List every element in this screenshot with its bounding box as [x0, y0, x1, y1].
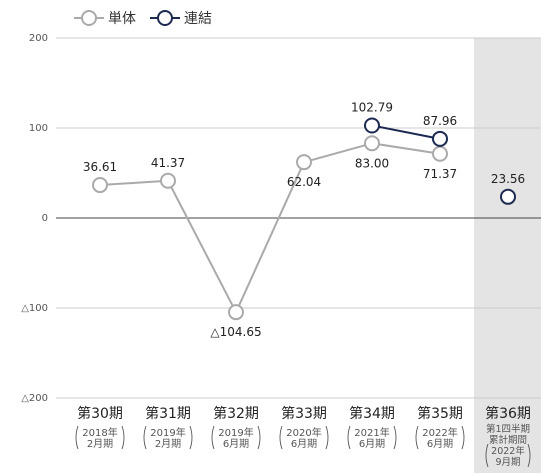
tanntai-data-label: 71.37 — [423, 167, 457, 181]
x-category-sublabel: 2022年 — [422, 426, 457, 439]
legend-item-renketsu: 連結 — [150, 8, 212, 28]
x-category-label: 第31期 — [145, 405, 191, 422]
highlight-band — [474, 38, 541, 473]
renketsu-point — [364, 117, 380, 134]
x-category-label: 第33期 — [281, 405, 327, 422]
x-category-label: 第34期 — [349, 405, 395, 422]
x-category-bracket-left — [143, 425, 147, 450]
tanntai-data-label: 62.04 — [287, 175, 321, 189]
x-category-sublabel: 6月期 — [223, 438, 249, 450]
tanntai-line-segment — [235, 161, 305, 313]
tanntai-data-label: 41.37 — [151, 156, 185, 170]
x-category-bracket-left — [279, 425, 283, 450]
renketsu-point — [432, 130, 448, 147]
tanntai-line-segment — [303, 142, 373, 164]
x-category-sublabel: 6月期 — [359, 438, 385, 450]
renketsu-point — [500, 188, 516, 205]
x-category-bracket-left — [415, 425, 419, 450]
x-category-label: 第32期 — [213, 405, 259, 422]
tanntai-data-label: 83.00 — [355, 156, 389, 170]
x-category-bracket-left — [485, 443, 489, 468]
tanntai-point — [432, 145, 448, 162]
x-category-sublabel: 2019年 — [150, 426, 185, 439]
tanntai-point — [296, 154, 312, 171]
x-category-bracket-left — [75, 425, 79, 450]
legend-item-tanntai: 単体 — [74, 8, 136, 28]
x-category-sublabel: 9月期 — [495, 457, 520, 468]
x-category-bracket-right — [527, 443, 531, 468]
x-category-bracket-right — [121, 425, 125, 450]
y-tick-label: 0 — [42, 213, 48, 224]
renketsu-data-label: 23.56 — [491, 172, 525, 186]
x-category-sublabel: 第1四半期 — [486, 423, 530, 435]
x-category-bracket-right — [257, 425, 261, 450]
legend-tanntai-swatch — [74, 10, 104, 26]
y-tick-label: 200 — [29, 33, 48, 44]
x-category-sublabel: 2021年 — [354, 426, 389, 439]
renketsu-data-label: 102.79 — [351, 100, 393, 114]
x-category-bracket-right — [461, 425, 465, 450]
tanntai-line-segment — [167, 180, 237, 313]
tanntai-point — [228, 304, 244, 321]
x-category-sublabel: 累計期間 — [489, 434, 527, 446]
x-category-label: 第30期 — [77, 405, 123, 422]
x-category-bracket-right — [325, 425, 329, 450]
y-tick-label: △100 — [21, 303, 48, 314]
legend-tanntai-label: 単体 — [108, 11, 136, 27]
x-category-sublabel: 2019年 — [218, 426, 253, 439]
x-category-bracket-left — [347, 425, 351, 450]
y-tick-label: △200 — [21, 393, 48, 404]
x-category-sublabel: 2018年 — [82, 426, 117, 439]
x-category-bracket-right — [189, 425, 193, 450]
renketsu-line-segment — [371, 124, 441, 140]
chart-legend: 単体 連結 — [74, 6, 226, 30]
tanntai-point — [160, 172, 176, 189]
tanntai-line-segment — [371, 142, 441, 155]
x-category-sublabel: 6月期 — [427, 438, 453, 450]
x-category-sublabel: 2月期 — [87, 438, 113, 450]
y-tick-label: 100 — [29, 123, 48, 134]
tanntai-point — [364, 135, 380, 152]
tanntai-data-label: 36.61 — [83, 160, 117, 174]
legend-renketsu-label: 連結 — [184, 11, 212, 27]
x-category-sublabel: 6月期 — [291, 438, 317, 450]
x-category-label: 第36期 — [485, 405, 531, 422]
tanntai-data-label: △104.65 — [210, 325, 261, 339]
x-category-sublabel: 2月期 — [155, 438, 181, 450]
x-category-sublabel: 2022年 — [491, 445, 525, 457]
x-category-sublabel: 2020年 — [286, 426, 321, 439]
tanntai-point — [92, 177, 108, 194]
x-category-bracket-left — [211, 425, 215, 450]
x-category-label: 第35期 — [417, 405, 463, 422]
renketsu-data-label: 87.96 — [423, 114, 457, 128]
tanntai-line-segment — [99, 179, 169, 187]
legend-renketsu-swatch — [150, 10, 180, 26]
x-category-bracket-right — [393, 425, 397, 450]
